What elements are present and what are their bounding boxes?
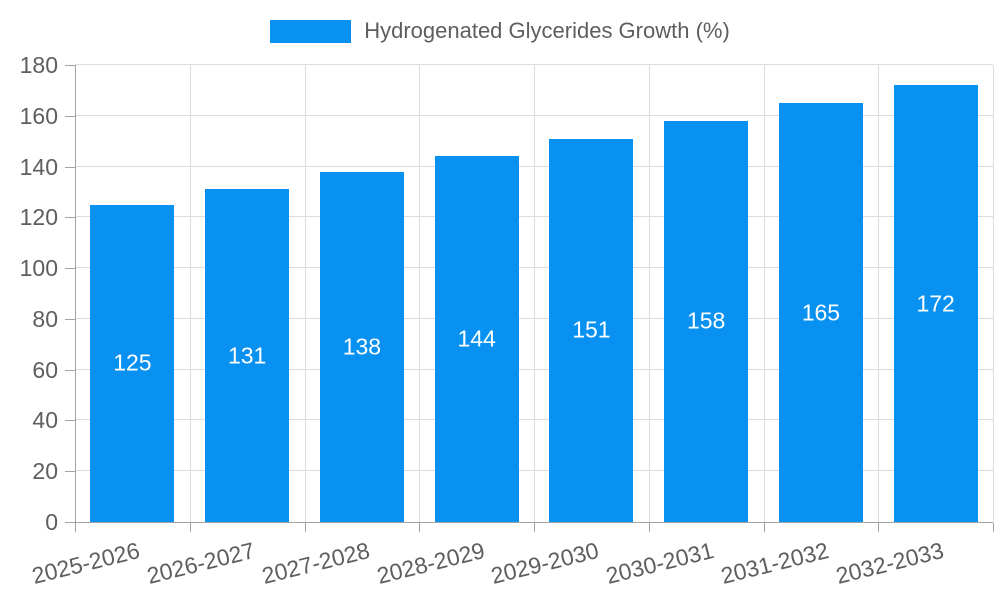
y-axis-label: 0: [45, 509, 58, 535]
y-axis-tick: [65, 217, 75, 219]
bar[interactable]: 172: [893, 85, 978, 522]
y-axis-tick: [65, 420, 75, 422]
y-axis-tick: [65, 268, 75, 270]
gridline-vertical: [534, 65, 535, 522]
y-axis-label: 140: [19, 153, 58, 180]
y-axis-label: 20: [32, 458, 58, 485]
bar-value-label: 125: [113, 349, 152, 376]
x-axis-tick: [878, 523, 880, 532]
bar-value-label: 165: [801, 299, 841, 326]
y-axis-tick: [65, 65, 75, 66]
x-axis-tick: [993, 523, 994, 532]
x-axis-tick: [648, 523, 650, 532]
bar[interactable]: 144: [434, 156, 519, 522]
y-axis-label: 180: [19, 52, 58, 78]
y-axis-label: 40: [32, 407, 58, 434]
y-axis-label: 100: [19, 255, 58, 282]
legend-label[interactable]: Hydrogenated Glycerides Growth (%): [364, 18, 730, 43]
y-axis-label: 160: [19, 102, 58, 129]
y-axis-label: 80: [32, 305, 58, 332]
x-axis-tick: [304, 523, 306, 532]
legend-swatch[interactable]: [270, 19, 352, 43]
bar-value-label: 151: [572, 316, 611, 343]
bar-value-label: 131: [227, 342, 267, 369]
gridline-vertical: [878, 65, 880, 522]
y-axis-label: 120: [19, 204, 58, 231]
x-axis-tick: [75, 523, 76, 532]
chart-legend: Hydrogenated Glycerides Growth (%): [0, 18, 1000, 44]
gridline-vertical: [304, 65, 306, 522]
bar[interactable]: 125: [90, 204, 175, 522]
y-axis-tick: [65, 471, 75, 473]
gridline-vertical: [648, 65, 650, 522]
bar[interactable]: 165: [778, 103, 863, 522]
bar-value-label: 144: [457, 325, 496, 352]
gridline-vertical: [763, 65, 765, 522]
gridline-vertical: [993, 65, 994, 522]
bar-value-label: 158: [686, 307, 726, 334]
y-axis-tick: [65, 166, 75, 168]
x-axis-tick: [763, 523, 765, 532]
x-axis-tick: [534, 523, 535, 532]
x-axis-tick: [189, 523, 191, 532]
y-axis-tick: [65, 369, 75, 371]
y-axis-label: 60: [32, 356, 58, 383]
y-axis-tick: [65, 115, 75, 117]
bar[interactable]: 158: [664, 120, 749, 522]
bar[interactable]: 151: [549, 138, 634, 522]
bar[interactable]: 131: [205, 189, 290, 522]
bar-value-label: 172: [916, 290, 955, 317]
bar-value-label: 138: [342, 333, 382, 360]
x-axis-line: [65, 522, 993, 523]
gridline-vertical: [419, 65, 421, 522]
y-axis-line: [75, 65, 76, 523]
bar[interactable]: 138: [319, 171, 404, 522]
gridline-vertical: [189, 65, 191, 522]
x-axis-tick: [419, 523, 421, 532]
y-axis-tick: [65, 318, 75, 320]
gridline-horizontal: [75, 64, 993, 65]
